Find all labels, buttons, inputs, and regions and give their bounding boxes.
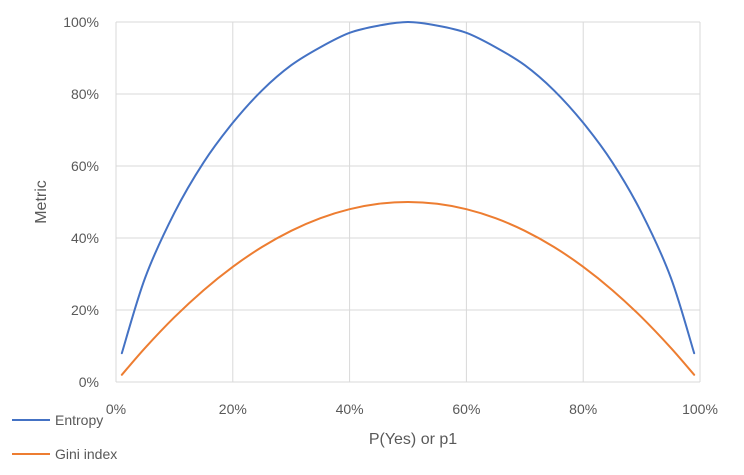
- x-tick-label: 60%: [452, 401, 480, 417]
- legend-label: Gini index: [55, 446, 117, 462]
- y-tick-label: 0%: [79, 374, 99, 390]
- legend: Entropy Gini index: [12, 412, 117, 462]
- y-tick-label: 40%: [71, 230, 99, 246]
- legend-label: Entropy: [55, 412, 103, 428]
- y-tick-label: 20%: [71, 302, 99, 318]
- x-tick-label: 20%: [219, 401, 247, 417]
- x-tick-label: 100%: [682, 401, 718, 417]
- x-axis-title: P(Yes) or p1: [369, 431, 457, 448]
- y-axis-tick-labels: 0% 20% 40% 60% 80% 100%: [63, 14, 99, 390]
- x-axis-tick-labels: 0% 20% 40% 60% 80% 100%: [106, 401, 718, 417]
- series-lines: [120, 21, 696, 376]
- series-line-gini-index: [120, 201, 696, 376]
- y-tick-label: 100%: [63, 14, 99, 30]
- y-axis-title: Metric: [33, 180, 50, 224]
- y-tick-label: 60%: [71, 158, 99, 174]
- series-line-entropy: [120, 21, 696, 355]
- x-tick-label: 40%: [336, 401, 364, 417]
- x-tick-label: 80%: [569, 401, 597, 417]
- y-tick-label: 80%: [71, 86, 99, 102]
- x-tick-label: 0%: [106, 401, 126, 417]
